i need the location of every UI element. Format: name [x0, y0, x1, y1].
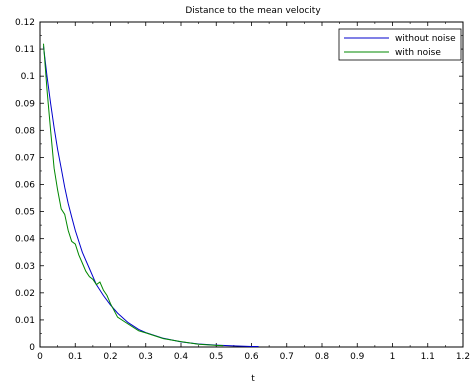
x-tick-label: 0.9 [350, 352, 365, 362]
y-axis-ticks: 0 0.01 0.02 0.03 0.04 0.05 0.06 0.07 0.08 0.09 0.1… [15, 18, 463, 353]
legend-box [338, 28, 462, 61]
y-tick-label: 0.06 [15, 181, 35, 191]
y-tick-label: 0.03 [15, 262, 35, 272]
x-tick-label: 0.1 [68, 352, 82, 362]
series-layer [43, 43, 259, 347]
x-tick-label: 0.7 [280, 352, 294, 362]
y-tick-label: 0.02 [15, 289, 35, 299]
x-tick-label: 0.4 [174, 352, 189, 362]
y-tick-label: 0.05 [15, 208, 35, 218]
y-tick-label: 0 [29, 343, 35, 353]
legend-label-with-noise: with noise [395, 48, 441, 58]
x-tick-label: 0.2 [103, 352, 117, 362]
y-tick-label: 0.1 [21, 72, 35, 82]
x-tick-label: 0 [37, 352, 43, 362]
y-tick-label: 0.12 [15, 18, 35, 28]
legend: without noise with noise [338, 28, 462, 61]
x-tick-label: 1.1 [421, 352, 435, 362]
x-tick-label: 0.5 [209, 352, 223, 362]
y-tick-label: 0.07 [15, 153, 35, 163]
plot-area [39, 21, 464, 348]
x-tick-label: 1 [390, 352, 396, 362]
x-tick-label: 1.2 [456, 352, 470, 362]
series-line-with-noise [43, 43, 224, 347]
y-tick-label: 0.11 [15, 45, 35, 55]
y-tick-label: 0.04 [15, 235, 35, 245]
chart-title: Distance to the mean velocity [185, 6, 321, 16]
x-tick-label: 0.8 [315, 352, 330, 362]
x-tick-label: 0.6 [244, 352, 259, 362]
x-tick-label: 0.3 [139, 352, 153, 362]
x-axis-label: t [251, 374, 255, 384]
y-tick-label: 0.08 [15, 126, 35, 136]
y-tick-label: 0.01 [15, 316, 35, 326]
y-tick-label: 0.09 [15, 99, 35, 109]
x-axis-ticks: 0 0.1 0.2 0.3 0.4 0.5 0.6 0.7 0.8 0.9 1 1.1 1.2 [37, 22, 470, 362]
legend-label-without-noise: without noise [395, 34, 456, 44]
